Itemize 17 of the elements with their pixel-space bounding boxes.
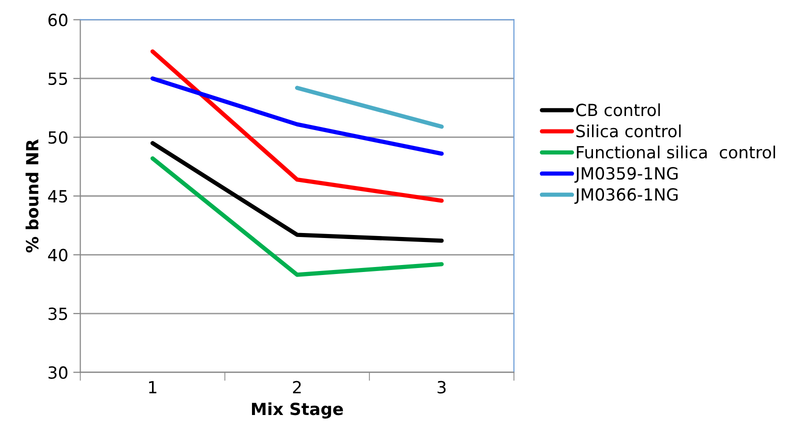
y-tick-label: 45: [48, 190, 68, 203]
legend-label: Silica control: [576, 124, 681, 138]
y-tick-label: 30: [48, 366, 68, 379]
y-tick-label: 35: [48, 307, 68, 320]
y-tick-label: 40: [48, 248, 68, 262]
legend-label: CB control: [576, 103, 660, 116]
y-axis-title: % bound NR: [26, 139, 38, 253]
x-tick-label: 1: [149, 381, 156, 394]
legend-label: JM0359-1NG: [574, 167, 678, 183]
legend-label: JM0366-1NG: [574, 188, 678, 204]
y-tick-label: 50: [48, 131, 68, 144]
y-tick-label: 55: [48, 72, 68, 86]
x-axis-title: Mix Stage: [252, 402, 343, 419]
x-tick-label: 3: [438, 380, 446, 394]
y-tick-label: 60: [48, 14, 68, 26]
legend-label: Functional silica control: [576, 146, 776, 159]
x-tick-label: 2: [293, 380, 301, 394]
